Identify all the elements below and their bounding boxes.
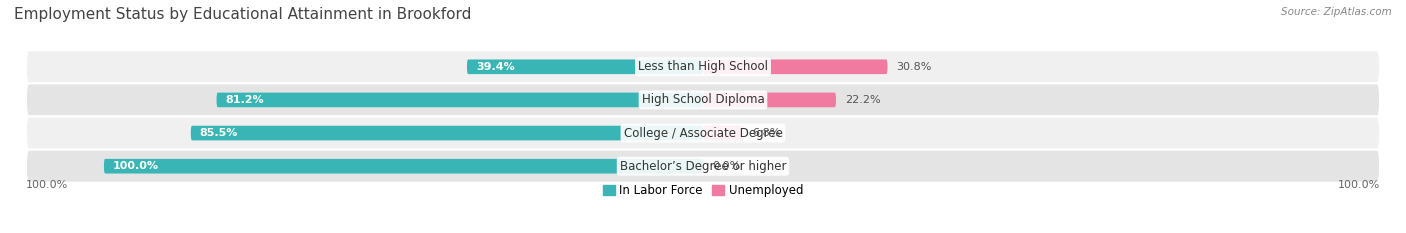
Text: 100.0%: 100.0% bbox=[27, 180, 69, 190]
FancyBboxPatch shape bbox=[703, 126, 744, 140]
FancyBboxPatch shape bbox=[467, 59, 703, 74]
Text: High School Diploma: High School Diploma bbox=[641, 93, 765, 106]
Legend: In Labor Force, Unemployed: In Labor Force, Unemployed bbox=[603, 184, 803, 197]
Text: 100.0%: 100.0% bbox=[1337, 180, 1379, 190]
FancyBboxPatch shape bbox=[703, 93, 837, 107]
Text: Source: ZipAtlas.com: Source: ZipAtlas.com bbox=[1281, 7, 1392, 17]
Text: Employment Status by Educational Attainment in Brookford: Employment Status by Educational Attainm… bbox=[14, 7, 471, 22]
FancyBboxPatch shape bbox=[25, 116, 1381, 150]
FancyBboxPatch shape bbox=[191, 126, 703, 140]
Text: 81.2%: 81.2% bbox=[225, 95, 264, 105]
FancyBboxPatch shape bbox=[217, 93, 703, 107]
Text: Bachelor’s Degree or higher: Bachelor’s Degree or higher bbox=[620, 160, 786, 173]
Text: 0.0%: 0.0% bbox=[711, 161, 740, 171]
FancyBboxPatch shape bbox=[25, 83, 1381, 116]
Text: 6.8%: 6.8% bbox=[752, 128, 782, 138]
Text: 30.8%: 30.8% bbox=[897, 62, 932, 72]
FancyBboxPatch shape bbox=[703, 59, 887, 74]
Text: Less than High School: Less than High School bbox=[638, 60, 768, 73]
FancyBboxPatch shape bbox=[104, 159, 703, 174]
FancyBboxPatch shape bbox=[25, 150, 1381, 183]
FancyBboxPatch shape bbox=[25, 50, 1381, 83]
Text: College / Associate Degree: College / Associate Degree bbox=[624, 127, 782, 140]
Text: 22.2%: 22.2% bbox=[845, 95, 880, 105]
Text: 85.5%: 85.5% bbox=[200, 128, 238, 138]
Text: 100.0%: 100.0% bbox=[112, 161, 159, 171]
Text: 39.4%: 39.4% bbox=[477, 62, 515, 72]
